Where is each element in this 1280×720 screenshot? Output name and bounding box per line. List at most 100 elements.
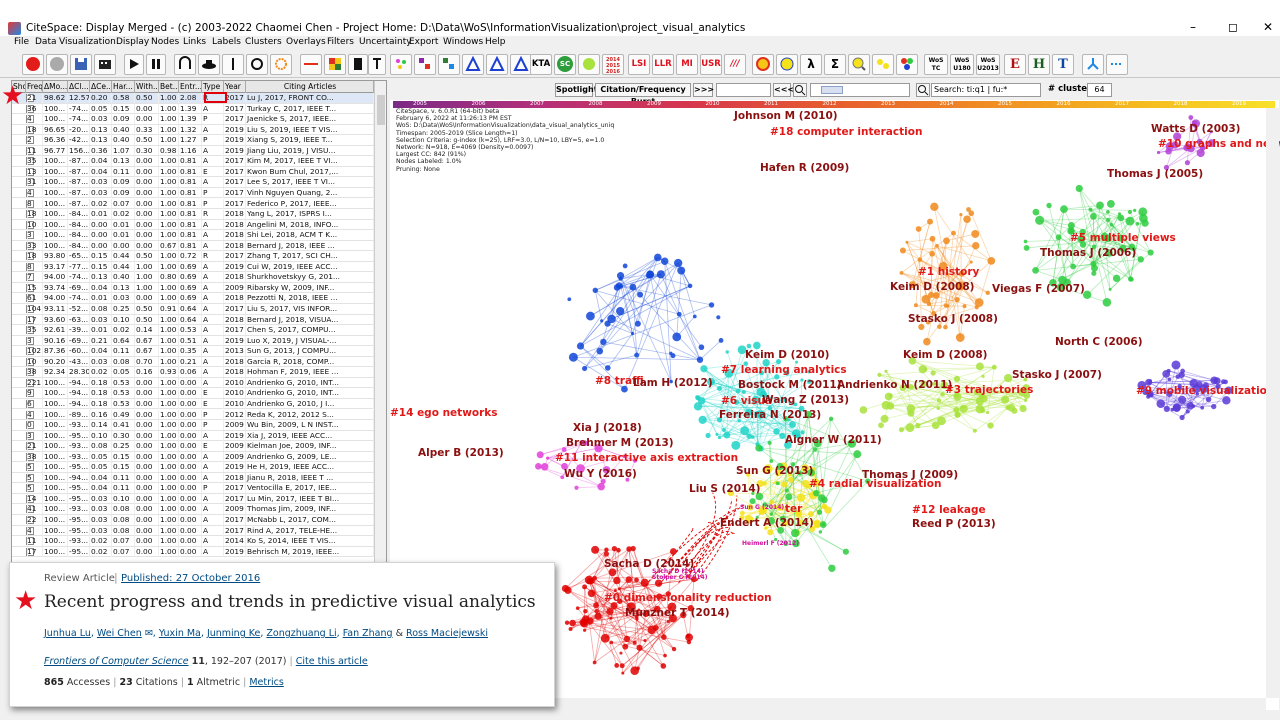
show-checkbox[interactable]: [26, 347, 34, 356]
graph-node[interactable]: [1060, 205, 1068, 214]
graph-node[interactable]: [774, 469, 783, 477]
lambda-button[interactable]: λ: [800, 54, 822, 75]
graph-node[interactable]: [775, 481, 780, 486]
graph-node[interactable]: [1165, 148, 1172, 155]
graph-node[interactable]: [656, 270, 666, 279]
graph-node[interactable]: [1079, 228, 1086, 236]
graph-node[interactable]: [1075, 184, 1083, 193]
journal-link[interactable]: Frontiers of Computer Science: [44, 656, 189, 667]
col-dcl[interactable]: ΔCl...: [69, 81, 90, 93]
graph-node[interactable]: [680, 611, 687, 619]
graph-node[interactable]: [737, 345, 747, 355]
graph-node[interactable]: [1055, 234, 1062, 241]
table-row[interactable]: 4 100... -74... 0.03 0.09 0.00 1.00 1.39 P 2017 Ja…: [12, 114, 374, 125]
graph-node[interactable]: [583, 628, 587, 632]
graph-node[interactable]: [632, 458, 638, 463]
graph-node[interactable]: [623, 635, 631, 643]
menu-windows[interactable]: Windows: [443, 37, 484, 47]
film-icon[interactable]: [94, 54, 116, 75]
graph-node[interactable]: [1105, 249, 1113, 257]
graph-node[interactable]: [812, 479, 821, 487]
graph-node[interactable]: [853, 450, 862, 459]
graph-node[interactable]: [576, 464, 585, 473]
show-checkbox[interactable]: [26, 431, 34, 440]
graph-node[interactable]: [1119, 244, 1127, 253]
graph-node[interactable]: [594, 443, 603, 453]
graph-node[interactable]: [1088, 207, 1093, 212]
graph-node[interactable]: [1185, 409, 1190, 414]
graph-node[interactable]: [1131, 246, 1137, 252]
graph-node[interactable]: [574, 485, 579, 490]
graph-node[interactable]: [929, 250, 936, 257]
graph-node[interactable]: [661, 257, 669, 265]
graph-node[interactable]: [963, 215, 971, 224]
graph-node[interactable]: [608, 568, 617, 577]
table-row[interactable]: 13 100... -87... 0.04 0.11 0.00 1.00 0.81 E 2017 K…: [12, 166, 374, 178]
graph-node[interactable]: [884, 392, 893, 401]
mail-icon[interactable]: ✉: [141, 628, 153, 639]
table-row[interactable]: 15 93.74 -69... 0.04 0.13 1.00 1.00 0.69 A 2009 Ri…: [12, 282, 374, 294]
graph-node[interactable]: [774, 374, 780, 380]
graph-node[interactable]: [686, 639, 692, 645]
graph-node[interactable]: [723, 431, 731, 439]
table-row[interactable]: 5 100... -95... 0.05 0.15 0.00 1.00 0.00 A 2019 He…: [12, 462, 374, 473]
table-row[interactable]: 9 100... -94... 0.18 0.53 0.00 1.00 0.00 E 2010 An…: [12, 388, 374, 399]
menu-filters[interactable]: Filters: [327, 37, 354, 47]
graph-node[interactable]: [1135, 221, 1140, 226]
graph-node[interactable]: [593, 602, 599, 609]
graph-node[interactable]: [973, 388, 981, 396]
graph-node[interactable]: [637, 608, 641, 612]
graph-node[interactable]: [746, 433, 752, 440]
spotlight-button[interactable]: Spotlight: [555, 83, 598, 97]
show-checkbox[interactable]: [26, 273, 34, 282]
table-row[interactable]: 35 100... -87... 0.04 0.13 0.00 1.00 0.81 A 2017 K…: [12, 156, 374, 167]
show-checkbox[interactable]: [26, 537, 34, 546]
graph-node[interactable]: [561, 462, 568, 470]
graph-node[interactable]: [1209, 130, 1213, 134]
search-yellow-icon[interactable]: [848, 54, 870, 75]
graph-node[interactable]: [930, 370, 936, 376]
graph-node[interactable]: [1178, 371, 1185, 379]
graph-node[interactable]: [654, 579, 663, 587]
graph-node[interactable]: [985, 290, 990, 296]
graph-node[interactable]: [1022, 384, 1031, 392]
wos-u180-button[interactable]: WoS U180: [950, 54, 974, 75]
graph-node[interactable]: [915, 226, 922, 232]
graph-node[interactable]: [755, 444, 763, 452]
col-har[interactable]: Har...: [112, 81, 135, 93]
metrics-link[interactable]: Metrics: [249, 677, 284, 688]
menu-uncertainty[interactable]: Uncertainty: [359, 37, 412, 47]
show-checkbox[interactable]: [26, 326, 34, 335]
graph-node[interactable]: [1191, 119, 1200, 128]
graph-node[interactable]: [640, 578, 649, 587]
graph-node[interactable]: [611, 545, 618, 552]
graph-node[interactable]: [1102, 297, 1112, 307]
graph-node[interactable]: [774, 537, 778, 542]
table-row[interactable]: 22 100... -95... 0.03 0.08 0.00 1.00 0.00 A 2017 M…: [12, 515, 374, 526]
graph-node[interactable]: [636, 666, 640, 671]
graph-node[interactable]: [907, 409, 915, 417]
graph-node[interactable]: [769, 512, 773, 516]
graph-node[interactable]: [777, 526, 785, 534]
graph-node[interactable]: [576, 342, 585, 350]
graph-node[interactable]: [787, 471, 793, 477]
graph-node[interactable]: [637, 291, 644, 298]
graph-node[interactable]: [930, 202, 939, 212]
graph-node[interactable]: [991, 364, 997, 370]
graph-node[interactable]: [672, 332, 682, 342]
graph-node[interactable]: [953, 406, 960, 414]
graph-node[interactable]: [762, 502, 767, 507]
graph-node[interactable]: [962, 304, 967, 309]
graph-node[interactable]: [622, 263, 628, 269]
show-checkbox[interactable]: [26, 547, 34, 556]
play-icon[interactable]: [124, 54, 144, 75]
graph-node[interactable]: [1056, 282, 1066, 292]
graph-node[interactable]: [603, 551, 610, 557]
graph-node[interactable]: [698, 344, 705, 351]
graph-node[interactable]: [1180, 368, 1186, 374]
graph-node[interactable]: [762, 481, 767, 486]
layout-icon[interactable]: [174, 54, 196, 75]
graph-node[interactable]: [1035, 215, 1045, 225]
graph-node[interactable]: [1147, 392, 1152, 398]
graph-node[interactable]: [1147, 249, 1154, 256]
